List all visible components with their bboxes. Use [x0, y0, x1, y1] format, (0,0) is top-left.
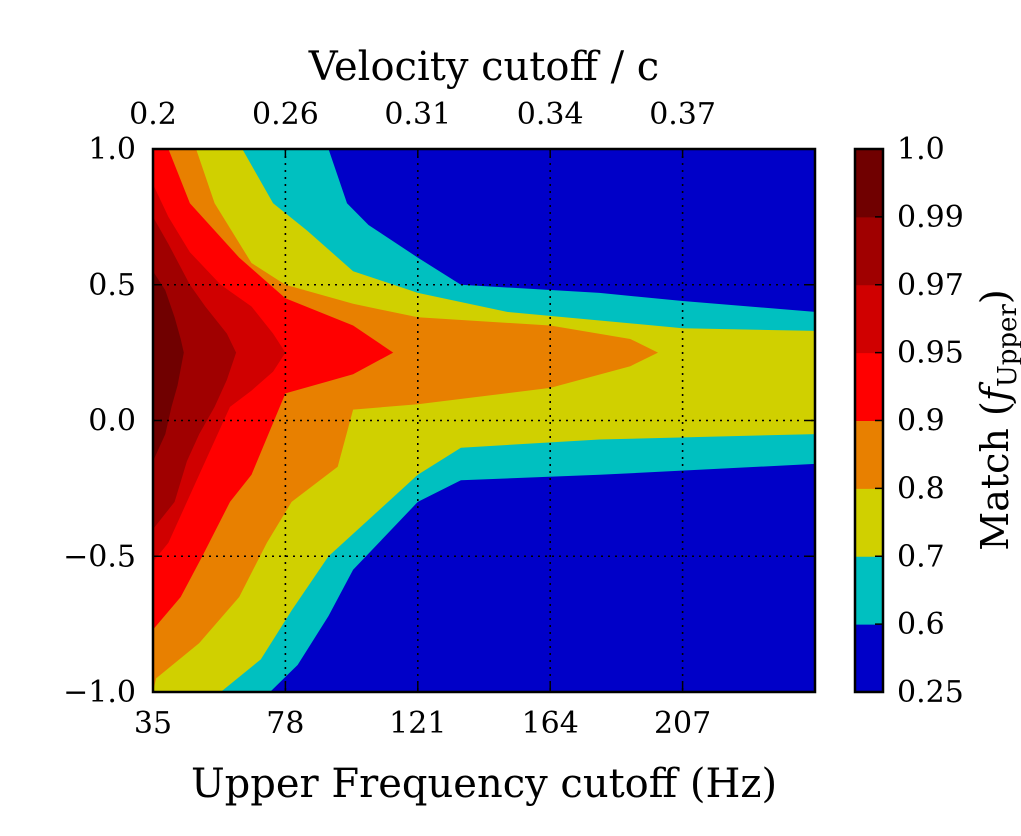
colorbar-segment	[855, 488, 883, 557]
x-axis-title: Upper Frequency cutoff (Hz)	[191, 761, 777, 807]
top-tick-label: 0.2	[129, 97, 177, 132]
y-tick-label: −0.5	[63, 539, 136, 574]
colorbar-label: Match (fUpper)	[973, 289, 1021, 550]
colorbar-tick-label: 0.7	[897, 539, 945, 574]
colorbar-segment	[855, 149, 883, 218]
top-tick-label: 0.34	[517, 97, 584, 132]
colorbar-label-close: )	[973, 289, 1017, 304]
x-tick-label: 164	[522, 706, 579, 741]
colorbar-tick-label: 0.99	[897, 200, 964, 235]
colorbar-segment	[855, 352, 883, 421]
top-tick-label: 0.37	[649, 97, 716, 132]
colorbar-tick-label: 0.95	[897, 336, 964, 371]
contour-region-0.9	[153, 149, 394, 630]
colorbar-tick-label: 0.6	[897, 607, 945, 642]
colorbar-tick-label: 0.9	[897, 404, 945, 439]
y-tick-label: 1.0	[88, 132, 136, 167]
axis-ticks: 35 78 121 164 207 0.2 0.26 0.31 0.34 0.37 −1.0 −0.5…	[63, 97, 815, 741]
colorbar-tick-label: 1.0	[897, 132, 945, 167]
colorbar: 0.25 0.6 0.7 0.8 0.9 0.95 0.97 0.99 1.0 Match (f…	[853, 132, 1021, 710]
top-tick-label: 0.31	[384, 97, 451, 132]
colorbar-label-sub: Upper	[993, 304, 1021, 388]
contour-region-0.99	[153, 271, 184, 462]
colorbar-segment	[855, 556, 883, 625]
contour-region-0.97	[153, 216, 237, 530]
x-tick-label: 35	[134, 706, 172, 741]
x-tick-label: 207	[654, 706, 711, 741]
colorbar-segment	[855, 624, 883, 693]
colorbar-tick-label: 0.25	[897, 675, 964, 710]
y-tick-label: 0.5	[88, 268, 136, 303]
x-tick-label: 78	[266, 706, 304, 741]
colorbar-segment	[855, 284, 883, 354]
y-tick-label: −1.0	[63, 675, 136, 710]
y-tick-label: 0.0	[88, 404, 136, 439]
top-axis-title: Velocity cutoff / c	[308, 44, 659, 90]
colorbar-tick-label: 0.97	[897, 268, 964, 303]
colorbar-ticks: 0.25 0.6 0.7 0.8 0.9 0.95 0.97 0.99 1.0	[875, 132, 964, 710]
colorbar-segment	[855, 420, 883, 489]
colorbar-segment	[855, 216, 883, 286]
top-tick-label: 0.26	[252, 97, 319, 132]
colorbar-label-main: Match (	[973, 401, 1017, 551]
x-tick-label: 121	[389, 706, 446, 741]
grid-lines	[153, 149, 815, 692]
colorbar-tick-label: 0.8	[897, 471, 945, 506]
colorbar-segments	[855, 149, 883, 693]
